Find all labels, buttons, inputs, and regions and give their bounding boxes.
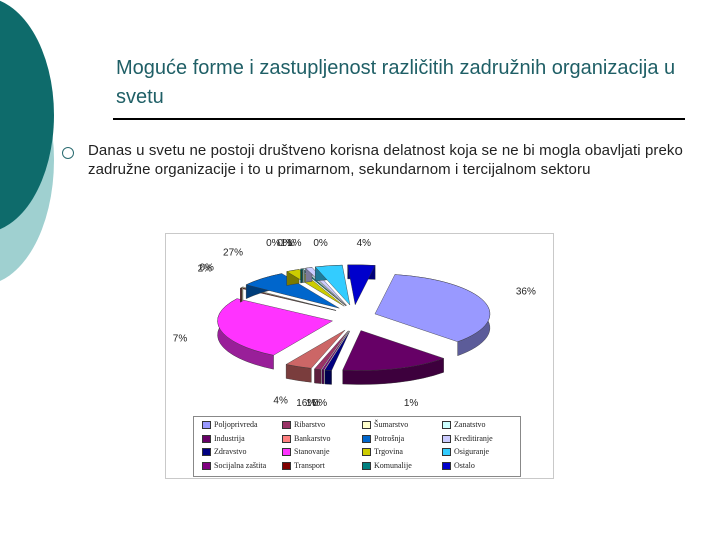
pie-data-label-15: 4% xyxy=(357,238,372,249)
legend-swatch xyxy=(362,434,371,443)
legend-swatch xyxy=(362,421,371,430)
pie-slice-3 xyxy=(321,330,350,371)
legend-item: Potrošnja xyxy=(362,433,404,445)
pie-data-label-12: 1% xyxy=(280,238,295,249)
pie-slice-1 xyxy=(342,330,445,371)
legend-item: Šumarstvo xyxy=(362,419,408,431)
pie-slice-side-7 xyxy=(240,287,242,303)
slide-title: Moguće forme i zastupljenost različitih … xyxy=(116,57,676,108)
legend-label: Osiguranje xyxy=(454,447,490,456)
legend-swatch xyxy=(282,448,291,457)
pie-slice-side-2 xyxy=(324,369,332,385)
pie-slice-5 xyxy=(285,329,346,369)
pie-data-label-14: 0% xyxy=(313,238,328,249)
legend-swatch xyxy=(442,434,451,443)
legend-label: Kreditiranje xyxy=(454,433,493,443)
pie-data-label-1: 1% xyxy=(404,398,419,409)
legend-item: Socijalna zaštita xyxy=(202,460,266,472)
legend-swatch xyxy=(202,421,211,430)
pie-slice-4 xyxy=(314,330,349,370)
pie-data-label-8: 0% xyxy=(199,262,214,273)
pie-slice-0 xyxy=(374,274,491,342)
legend-label: Socijalna zaštita xyxy=(214,460,267,470)
legend-item: Bankarstvo xyxy=(282,433,330,445)
pie-data-label-3: 1% xyxy=(306,398,321,409)
legend-swatch xyxy=(442,448,451,457)
pie-data-label-7: 2% xyxy=(198,264,213,275)
legend-label: Ribarstvo xyxy=(294,420,326,429)
legend-swatch xyxy=(202,448,211,457)
pie-data-label-11: 0% xyxy=(277,238,292,249)
pie-slice-side-11 xyxy=(300,268,303,284)
pie-slice-2 xyxy=(324,330,351,371)
legend-label: Bankarstvo xyxy=(294,433,331,443)
pie-slice-14 xyxy=(314,264,351,306)
legend-swatch xyxy=(362,461,371,470)
legend-item: Komunalije xyxy=(362,460,412,472)
legend-swatch xyxy=(282,461,291,470)
decorative-circles xyxy=(0,0,54,281)
legend-swatch xyxy=(282,434,291,443)
legend-label: Transport xyxy=(294,460,325,470)
legend-swatch xyxy=(202,461,211,470)
pie-slice-7 xyxy=(239,287,336,311)
legend-item: Stanovanje xyxy=(282,446,330,458)
pie-slice-9 xyxy=(245,273,340,309)
legend-label: Komunalije xyxy=(374,460,412,470)
legend-label: Ostalo xyxy=(454,460,475,470)
legend-label: Šumarstvo xyxy=(374,420,409,429)
pie-slice-side-4 xyxy=(314,368,322,384)
legend-item: Kreditiranje xyxy=(442,433,493,445)
title-divider xyxy=(113,118,685,120)
legend-swatch xyxy=(362,448,371,457)
legend-item: Ostalo xyxy=(442,460,475,472)
pie-slice-12 xyxy=(302,268,347,306)
legend-item: Industrija xyxy=(202,433,245,445)
pie-data-label-10: 0% xyxy=(266,238,281,249)
legend-swatch xyxy=(442,461,451,470)
legend-label: Trgovina xyxy=(374,447,403,456)
legend-item: Zanatstvo xyxy=(442,419,486,431)
pie-slice-15 xyxy=(347,264,376,306)
legend-label: Zanatstvo xyxy=(454,420,486,429)
pie-slice-side-3 xyxy=(321,369,325,385)
legend-item: Trgovina xyxy=(362,446,403,458)
pie-data-label-5: 4% xyxy=(273,396,288,407)
legend-label: Poljoprivreda xyxy=(214,420,258,429)
pie-slice-side-8 xyxy=(241,286,244,302)
legend-label: Potrošnja xyxy=(374,433,405,443)
pie-data-label-2: 0% xyxy=(313,398,328,409)
bullet-icon xyxy=(62,147,74,159)
legend-item: Zdravstvo xyxy=(202,446,246,458)
pie-slice-6 xyxy=(217,298,334,356)
slide-body-text: Danas u svetu ne postoji društveno koris… xyxy=(88,142,683,178)
legend-item: Osiguranje xyxy=(442,446,489,458)
pie-slice-side-12 xyxy=(302,268,305,283)
pie-data-label-4: 16% xyxy=(296,398,316,409)
chart-legend: Poljoprivreda Ribarstvo Šumarstvo Zanatstvo… xyxy=(193,416,521,477)
legend-item: Transport xyxy=(282,460,325,472)
legend-swatch xyxy=(442,421,451,430)
pie-chart: 36%1%0%1%16%4%7%2%0%27%0%0%1%1% 0% 4% xyxy=(173,238,536,409)
legend-label: Stanovanje xyxy=(294,447,330,456)
legend-item: Ribarstvo xyxy=(282,419,325,431)
legend-item: Poljoprivreda xyxy=(202,419,258,431)
legend-label: Industrija xyxy=(214,433,245,443)
pie-data-label-13: 1% xyxy=(287,238,302,249)
pie-data-label-6: 7% xyxy=(173,334,188,345)
dark-circle xyxy=(0,0,54,230)
pie-data-label-9: 27% xyxy=(223,248,243,259)
pie-slice-8 xyxy=(241,286,337,311)
legend-swatch xyxy=(202,434,211,443)
pie-data-label-0: 36% xyxy=(516,286,536,297)
legend-swatch xyxy=(282,421,291,430)
legend-label: Zdravstvo xyxy=(214,447,247,456)
